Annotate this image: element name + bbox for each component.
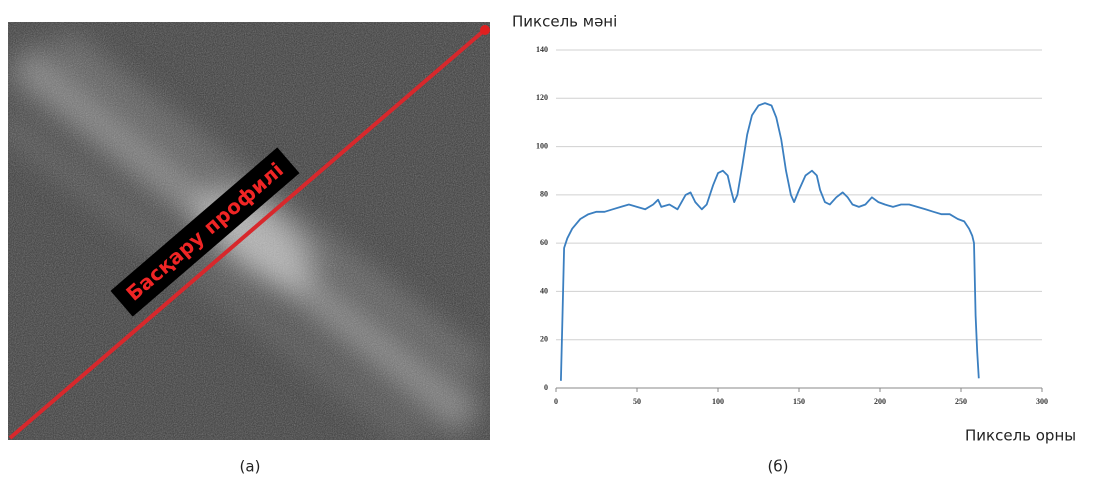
x-axis-label: Пиксель орны xyxy=(965,427,1076,445)
y-tick-label: 80 xyxy=(540,190,548,199)
y-tick-label: 60 xyxy=(540,238,548,247)
x-tick-label: 150 xyxy=(793,397,805,406)
y-axis-label: Пиксель мәні xyxy=(512,13,617,31)
x-tick-label: 0 xyxy=(554,397,558,406)
y-tick-label: 120 xyxy=(536,93,548,102)
x-tick-label: 50 xyxy=(633,397,641,406)
profile-end xyxy=(480,25,490,35)
caption-b: (б) xyxy=(768,458,789,476)
y-tick-label: 140 xyxy=(536,45,548,54)
data-line xyxy=(560,102,980,381)
y-tick-label: 100 xyxy=(536,141,548,150)
caption-a: (a) xyxy=(240,458,261,476)
y-tick-label: 20 xyxy=(540,335,548,344)
image: Басқару профилі xyxy=(8,22,490,440)
x-tick-label: 100 xyxy=(712,397,724,406)
x-tick-label: 200 xyxy=(874,397,886,406)
x-tick-label: 250 xyxy=(955,397,967,406)
profile-line xyxy=(8,26,489,440)
y-tick-label: 0 xyxy=(544,383,548,392)
x-tick-label: 300 xyxy=(1036,397,1048,406)
y-tick-label: 40 xyxy=(540,286,548,295)
